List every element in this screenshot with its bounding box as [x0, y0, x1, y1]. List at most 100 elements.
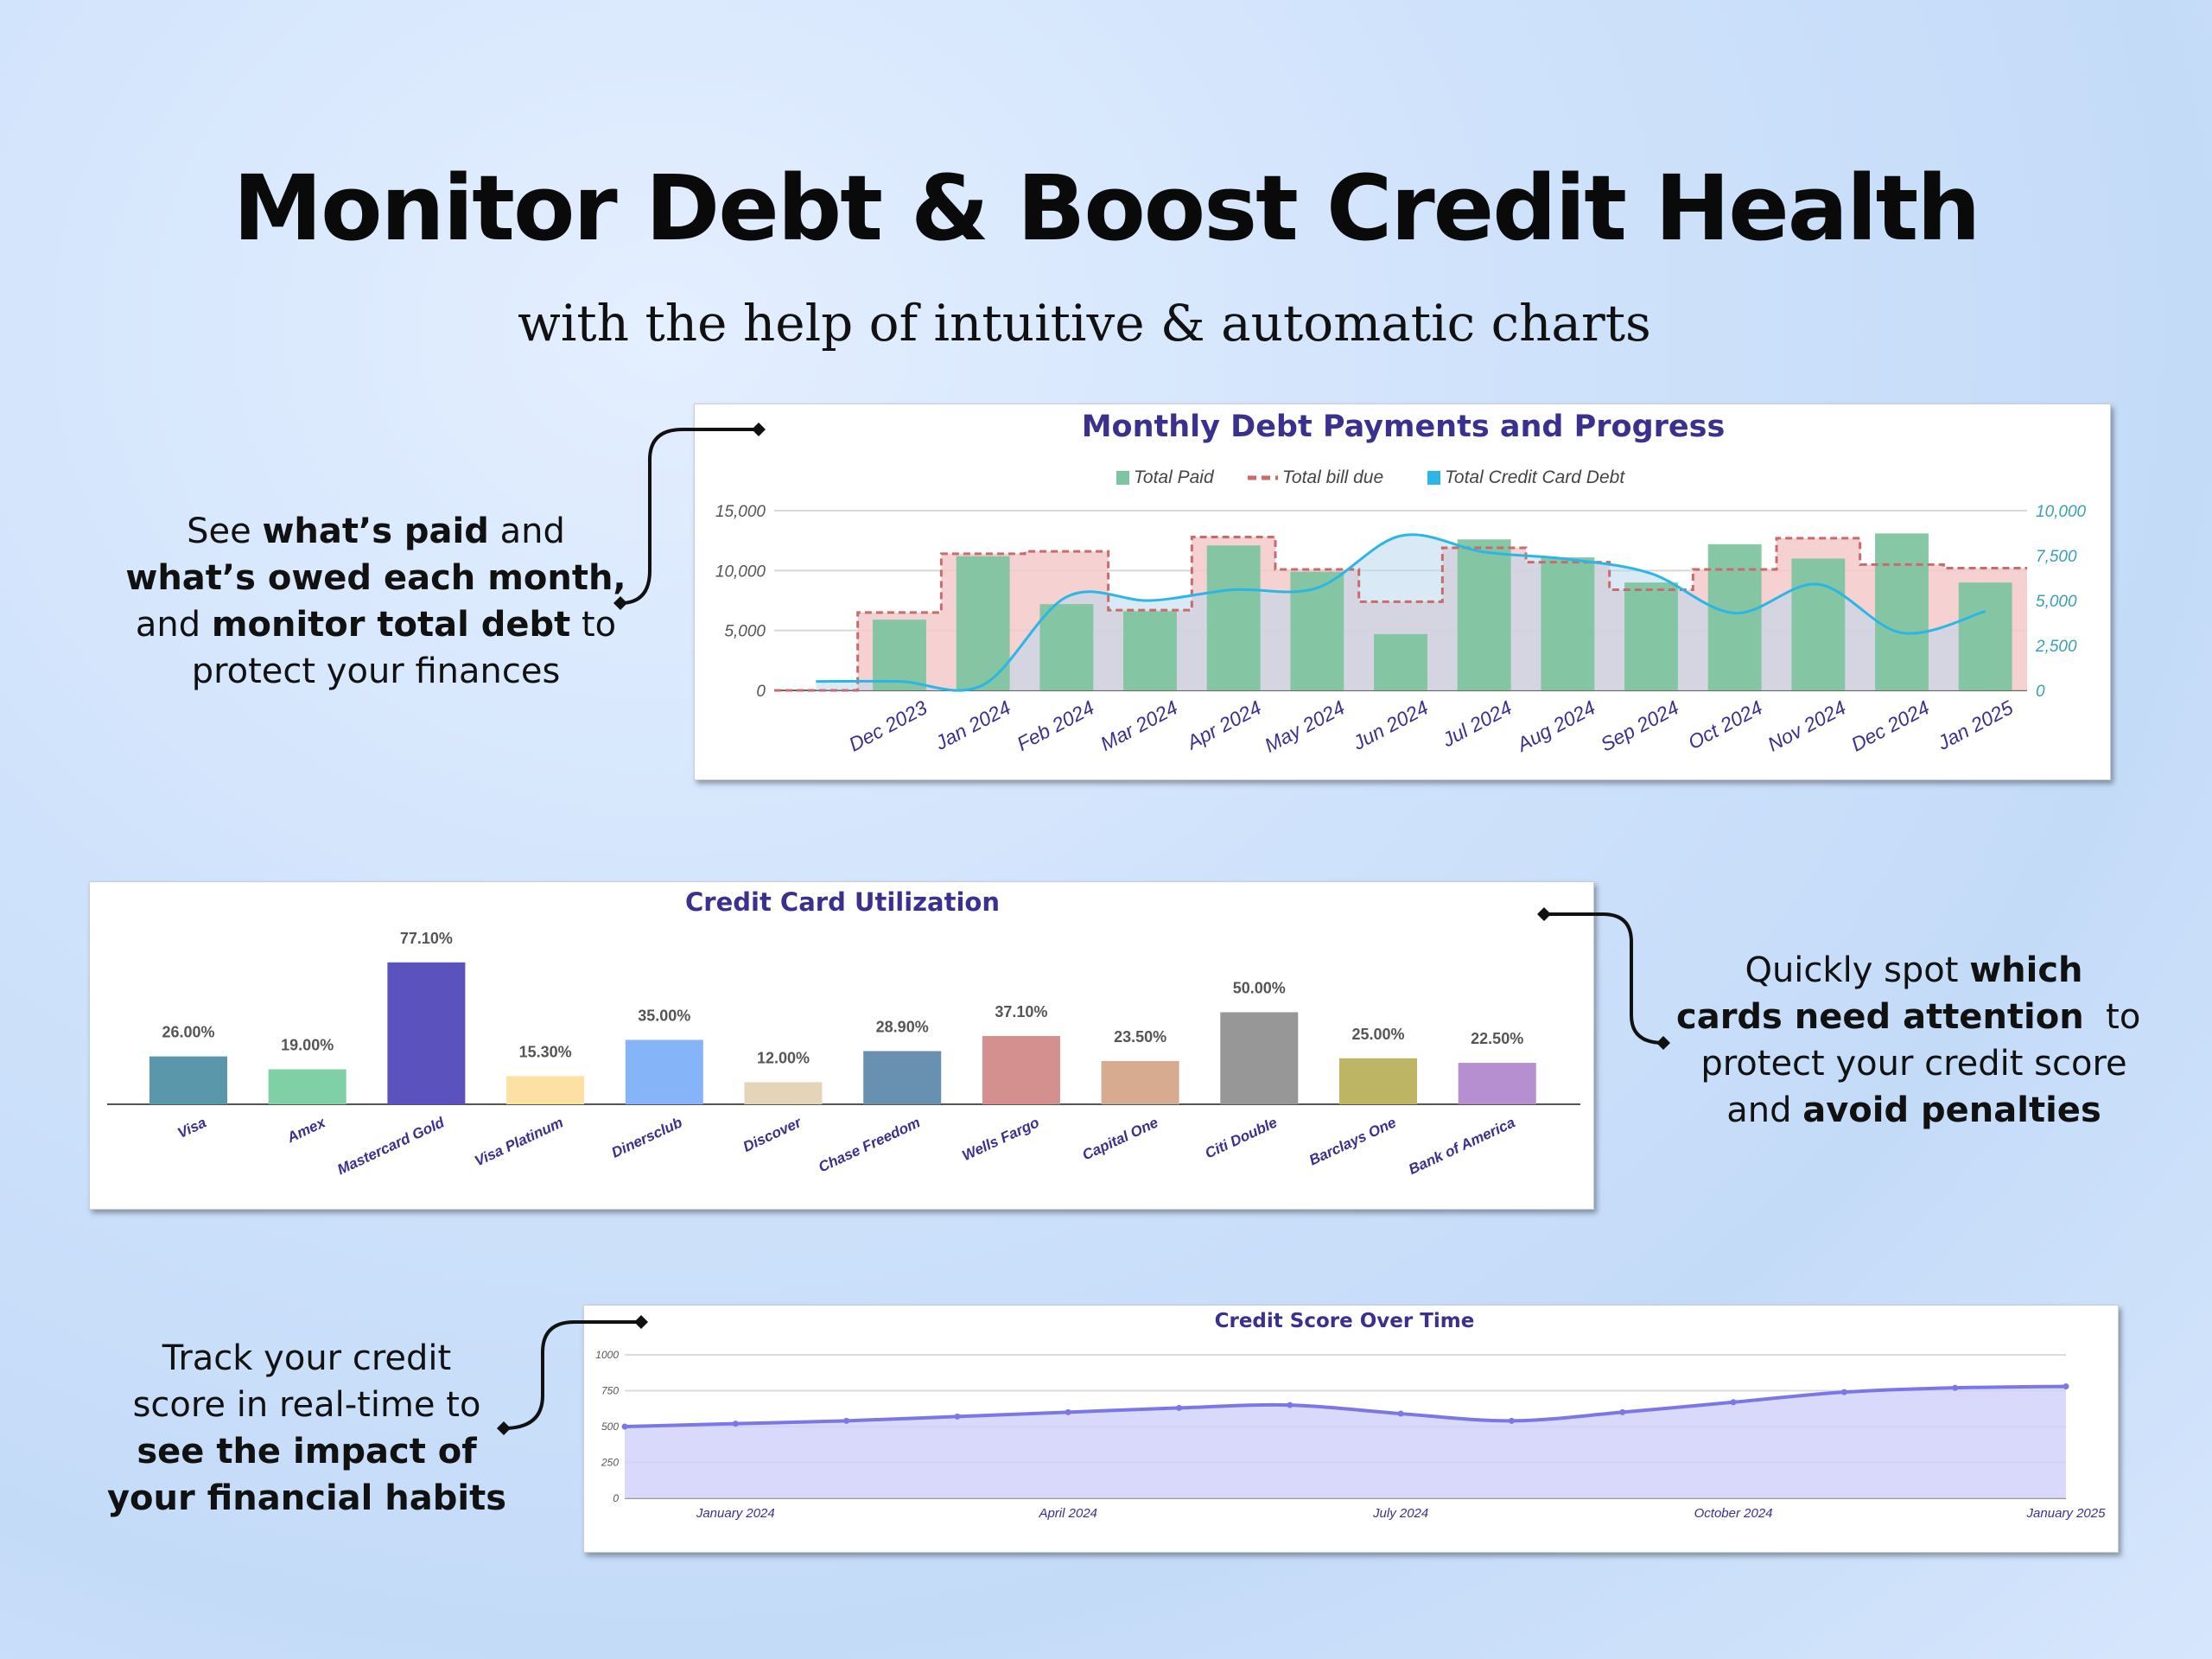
paid-bar — [1791, 558, 1846, 690]
legend-label: Total bill due — [1282, 467, 1383, 487]
y-tick: 1000 — [595, 1349, 619, 1361]
note-debt: See what’s paid and what’s owed each mon… — [121, 508, 631, 695]
page-title: Monitor Debt & Boost Credit Health — [232, 156, 1981, 261]
note-bold: what’s owed each month, — [125, 558, 626, 598]
utilization-bar — [149, 1056, 227, 1104]
utilization-bar — [1101, 1060, 1179, 1104]
x-tick: Sep 2024 — [1597, 696, 1682, 755]
x-tick: January 2024 — [696, 1506, 775, 1521]
x-tick: Discover — [741, 1114, 804, 1155]
score-point — [1287, 1402, 1294, 1408]
note-bold: see the impact of — [137, 1432, 477, 1471]
paid-bar — [1707, 543, 1762, 690]
data-label: 26.00% — [162, 1024, 214, 1041]
paid-bar — [1457, 539, 1511, 690]
y-tick: 250 — [601, 1457, 619, 1469]
note-cards: Quickly spot which cards need attention … — [1668, 947, 2160, 1134]
score-point — [1065, 1408, 1071, 1415]
score-point — [1619, 1408, 1626, 1415]
x-tick: July 2024 — [1372, 1506, 1428, 1521]
utilization-chart: Credit Card Utilization 26.00% Visa 19.00% A… — [107, 887, 1580, 1178]
data-label: 35.00% — [638, 1007, 690, 1024]
score-point — [1176, 1404, 1183, 1411]
paid-bar — [956, 556, 1010, 690]
score-point — [1508, 1417, 1515, 1424]
data-label: 77.10% — [400, 930, 453, 947]
utilization-bar — [625, 1039, 703, 1104]
y-tick-right: 5,000 — [2036, 593, 2077, 611]
x-tick: Mastercard Gold — [334, 1114, 447, 1178]
note-bold: what’s paid — [262, 512, 489, 551]
score-point — [1952, 1384, 1959, 1391]
y-tick-right: 0 — [2036, 683, 2045, 701]
x-tick: January 2025 — [2026, 1506, 2107, 1521]
paid-bar — [1875, 533, 1929, 690]
note-score: Track your credit score in real-time to … — [86, 1335, 527, 1522]
note-text: protect your credit score — [1700, 1044, 2127, 1084]
utilization-bar — [1458, 1063, 1536, 1104]
data-label: 23.50% — [1114, 1028, 1166, 1046]
credit-score-chart-card: Credit Score Over Time 0 250 500 750 1000 Janu… — [583, 1305, 2119, 1553]
x-tick: May 2024 — [1261, 696, 1348, 756]
x-tick: Amex — [283, 1114, 328, 1147]
x-tick: Visa — [175, 1114, 209, 1141]
chart-title: Credit Score Over Time — [1215, 1310, 1475, 1332]
x-tick: Aug 2024 — [1512, 696, 1599, 756]
note-text: protect your finances — [191, 652, 561, 691]
data-label: 50.00% — [1233, 980, 1286, 997]
x-tick: Jun 2024 — [1349, 696, 1433, 754]
data-label: 12.00% — [757, 1049, 810, 1066]
y-tick-left: 0 — [756, 683, 766, 701]
utilization-bar — [268, 1069, 346, 1104]
note-bold: cards need attention — [1675, 997, 2084, 1037]
x-tick: Mar 2024 — [1096, 696, 1181, 755]
note-text: and — [488, 512, 565, 551]
note-text: score in real-time to — [132, 1385, 481, 1425]
paid-bar — [1624, 582, 1678, 690]
note-bold: your financial habits — [106, 1478, 507, 1518]
legend-label: Total Paid — [1134, 467, 1215, 487]
paid-bar — [1123, 611, 1177, 690]
x-tick: Dec 2024 — [1847, 696, 1933, 755]
debt-line — [816, 533, 1986, 692]
utilization-bar — [744, 1082, 823, 1104]
legend-label: Total Credit Card Debt — [1445, 467, 1625, 487]
data-label: 15.30% — [519, 1043, 572, 1060]
score-line — [624, 1384, 2067, 1428]
paid-bar — [1290, 571, 1344, 690]
x-tick: Oct 2024 — [1684, 696, 1766, 753]
note-bold: which — [1969, 950, 2083, 990]
monthly-debt-chart-card: Monthly Debt Payments and Progress Total … — [694, 404, 2111, 780]
paid-bar — [1958, 582, 2012, 690]
note-text: Quickly spot — [1745, 950, 1970, 990]
x-tick: Visa Platinum — [472, 1114, 566, 1169]
page-subtitle: with the help of intuitive & automatic c… — [518, 294, 1651, 353]
monthly-debt-chart: Monthly Debt Payments and Progress Total … — [715, 410, 2087, 757]
note-text: to — [570, 605, 617, 645]
y-tick-right: 10,000 — [2036, 503, 2087, 521]
utilization-chart-card: Credit Card Utilization 26.00% Visa 19.00% A… — [89, 881, 1594, 1210]
legend-swatch — [1427, 471, 1440, 485]
note-text: See — [187, 512, 263, 551]
note-bold: avoid penalties — [1802, 1090, 2101, 1130]
score-area — [625, 1386, 2066, 1498]
note-bold: monitor total debt — [211, 605, 571, 645]
x-tick: October 2024 — [1694, 1506, 1773, 1521]
chart-title: Credit Card Utilization — [685, 887, 1000, 917]
x-tick: Citi Double — [1203, 1114, 1280, 1161]
data-label: 22.50% — [1471, 1030, 1523, 1047]
note-text: and — [135, 605, 212, 645]
legend-swatch — [1116, 471, 1129, 485]
x-tick: April 2024 — [1038, 1506, 1097, 1521]
utilization-bar — [1339, 1058, 1417, 1104]
note-text: to — [2083, 997, 2152, 1037]
x-tick: Bank of America — [1406, 1114, 1517, 1178]
paid-bar — [1039, 604, 1094, 690]
utilization-bar — [863, 1051, 942, 1104]
y-tick-right: 2,500 — [2035, 638, 2077, 656]
y-tick: 0 — [613, 1492, 619, 1504]
score-point — [1840, 1389, 1847, 1395]
y-tick-left: 5,000 — [724, 623, 766, 641]
x-tick: Feb 2024 — [1013, 696, 1097, 755]
score-point — [1730, 1399, 1737, 1406]
